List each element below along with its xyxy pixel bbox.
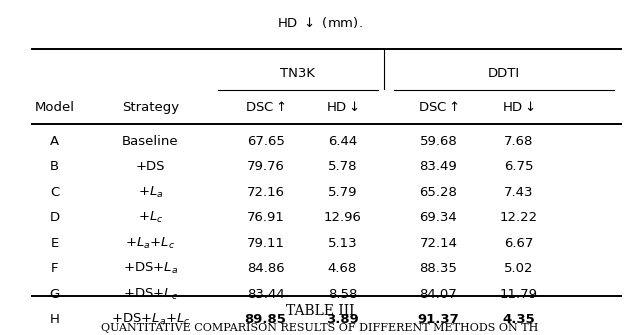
Text: 79.76: 79.76: [246, 160, 285, 173]
Text: 72.14: 72.14: [419, 237, 458, 250]
Text: DSC$\uparrow$: DSC$\uparrow$: [245, 100, 286, 114]
Text: 84.86: 84.86: [247, 262, 284, 275]
Text: 3.89: 3.89: [326, 313, 359, 326]
Text: +$L_a$: +$L_a$: [138, 185, 163, 200]
Text: HD$\downarrow$: HD$\downarrow$: [326, 100, 359, 114]
Text: A: A: [50, 135, 59, 148]
Text: 4.68: 4.68: [328, 262, 357, 275]
Text: 59.68: 59.68: [420, 135, 457, 148]
Text: HD $\downarrow$ (mm).: HD $\downarrow$ (mm).: [277, 15, 363, 30]
Text: 89.85: 89.85: [244, 313, 287, 326]
Text: HD$\downarrow$: HD$\downarrow$: [502, 100, 535, 114]
Text: Strategy: Strategy: [122, 101, 179, 114]
Text: +DS+$L_a$+$L_c$: +DS+$L_a$+$L_c$: [111, 312, 190, 327]
Text: 88.35: 88.35: [419, 262, 458, 275]
Text: Model: Model: [35, 101, 74, 114]
Text: 79.11: 79.11: [246, 237, 285, 250]
Text: G: G: [49, 288, 60, 300]
Text: 83.49: 83.49: [420, 160, 457, 173]
Text: 5.79: 5.79: [328, 186, 357, 199]
Text: 91.37: 91.37: [417, 313, 460, 326]
Text: 4.35: 4.35: [502, 313, 535, 326]
Text: 83.44: 83.44: [247, 288, 284, 300]
Text: H: H: [49, 313, 60, 326]
Text: TABLE III: TABLE III: [285, 304, 355, 318]
Text: +DS: +DS: [136, 160, 165, 173]
Text: 12.22: 12.22: [499, 211, 538, 224]
Text: 65.28: 65.28: [419, 186, 458, 199]
Text: 69.34: 69.34: [420, 211, 457, 224]
Text: DDTI: DDTI: [488, 67, 520, 80]
Text: 7.68: 7.68: [504, 135, 533, 148]
Text: 5.13: 5.13: [328, 237, 357, 250]
Text: 76.91: 76.91: [246, 211, 285, 224]
Text: 8.58: 8.58: [328, 288, 357, 300]
Text: +$L_c$: +$L_c$: [138, 210, 163, 225]
Text: 67.65: 67.65: [246, 135, 285, 148]
Text: D: D: [49, 211, 60, 224]
Text: 11.79: 11.79: [499, 288, 538, 300]
Text: 84.07: 84.07: [420, 288, 457, 300]
Text: Baseline: Baseline: [122, 135, 179, 148]
Text: 5.78: 5.78: [328, 160, 357, 173]
Text: B: B: [50, 160, 59, 173]
Text: 12.96: 12.96: [323, 211, 362, 224]
Text: +DS+$L_c$: +DS+$L_c$: [123, 286, 178, 302]
Text: QUANTITATIVE COMPARISON RESULTS OF DIFFERENT METHODS ON TH: QUANTITATIVE COMPARISON RESULTS OF DIFFE…: [101, 323, 539, 333]
Text: 72.16: 72.16: [246, 186, 285, 199]
Text: +$L_a$+$L_c$: +$L_a$+$L_c$: [125, 236, 175, 251]
Text: DSC$\uparrow$: DSC$\uparrow$: [418, 100, 459, 114]
Text: 7.43: 7.43: [504, 186, 533, 199]
Text: 6.44: 6.44: [328, 135, 357, 148]
Text: +DS+$L_a$: +DS+$L_a$: [123, 261, 178, 276]
Text: 6.67: 6.67: [504, 237, 533, 250]
Text: 6.75: 6.75: [504, 160, 533, 173]
Text: 5.02: 5.02: [504, 262, 533, 275]
Text: F: F: [51, 262, 58, 275]
Text: E: E: [51, 237, 58, 250]
Text: C: C: [50, 186, 59, 199]
Text: TN3K: TN3K: [280, 67, 315, 80]
